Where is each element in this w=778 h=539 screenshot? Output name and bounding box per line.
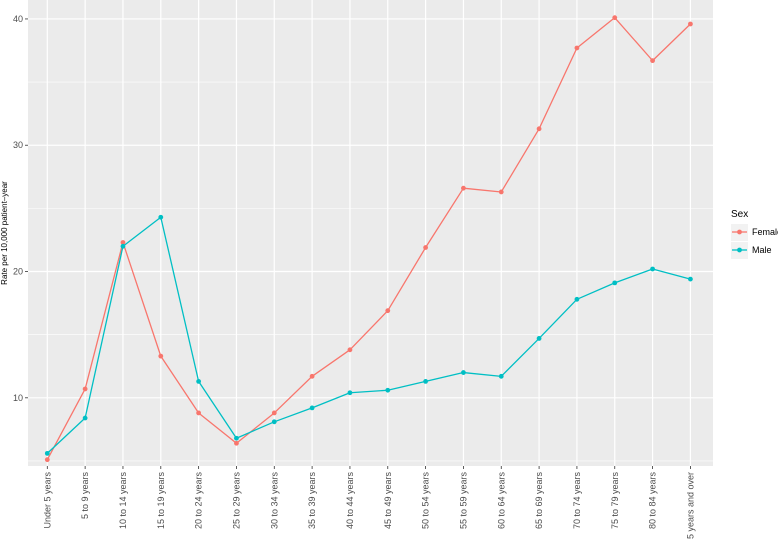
legend-key-point	[737, 247, 742, 253]
data-point-female	[423, 245, 428, 250]
y-axis-ticks: 10 20 30 40	[13, 14, 28, 403]
data-point-male	[385, 387, 391, 393]
legend-key-point	[737, 229, 742, 235]
data-point-female	[536, 126, 542, 132]
data-point-male	[44, 450, 50, 456]
legend: Sex Female Male	[731, 209, 778, 259]
data-point-male	[612, 280, 618, 286]
data-point-female	[234, 440, 239, 446]
data-point-male	[688, 276, 693, 282]
x-tick-label: 60 to 64 years	[496, 472, 506, 530]
y-tick-label: 30	[13, 140, 23, 150]
x-tick-label: 30 to 34 years	[269, 472, 279, 530]
y-tick-label: 20	[13, 267, 23, 277]
y-axis-title: Rate per 10,000 patient–year	[0, 181, 9, 285]
data-point-male	[498, 373, 504, 379]
x-tick-label: 65 to 69 years	[534, 472, 544, 530]
x-tick-label: 35 to 39 years	[307, 472, 317, 530]
data-point-female	[271, 410, 277, 416]
data-point-female	[461, 185, 466, 191]
data-point-male	[196, 378, 202, 384]
data-point-male	[158, 214, 164, 220]
data-point-female	[309, 373, 315, 379]
x-tick-label: 80 to 84 years	[648, 472, 658, 530]
y-tick-label: 10	[13, 393, 23, 403]
x-axis-ticks: Under 5 years 5 to 9 years 10 to 14 years 1…	[42, 466, 695, 539]
legend-title: Sex	[731, 209, 748, 220]
data-point-female	[574, 45, 580, 51]
data-point-male	[536, 336, 542, 341]
x-tick-label: Under 5 years	[42, 472, 52, 529]
data-point-female	[44, 457, 50, 463]
data-point-male	[347, 390, 353, 396]
data-point-female	[347, 347, 353, 353]
data-point-female	[612, 15, 618, 21]
data-point-female	[82, 386, 88, 392]
data-point-male	[234, 435, 239, 441]
x-tick-label: 5 to 9 years	[80, 472, 90, 520]
x-tick-label: 55 to 59 years	[458, 472, 468, 530]
x-tick-label: 50 to 54 years	[421, 472, 431, 530]
x-tick-label: 25 to 29 years	[231, 472, 241, 530]
x-tick-label: 70 to 74 years	[572, 472, 582, 530]
data-point-male	[574, 296, 580, 302]
data-point-female	[158, 353, 164, 359]
x-tick-label: 85 years and over	[685, 472, 695, 539]
data-point-male	[82, 415, 88, 421]
data-point-female	[650, 58, 655, 64]
x-tick-label: 45 to 49 years	[383, 472, 393, 530]
data-point-male	[309, 405, 315, 411]
x-tick-label: 10 to 14 years	[118, 472, 128, 530]
x-tick-label: 15 to 19 years	[156, 472, 166, 530]
minor-gridlines	[28, 81, 713, 462]
data-point-male	[461, 370, 466, 375]
series-line-female	[46, 17, 691, 460]
x-tick-label: 40 to 44 years	[345, 472, 355, 530]
x-tick-label: 20 to 24 years	[194, 472, 204, 530]
data-point-female	[385, 308, 391, 314]
data-point-female	[498, 189, 504, 195]
data-point-male	[423, 378, 428, 384]
major-gridlines	[28, 0, 713, 466]
data-point-female	[688, 21, 693, 27]
series-points	[44, 15, 693, 463]
data-point-male	[650, 266, 655, 272]
legend-label: Male	[752, 245, 772, 255]
data-point-female	[196, 410, 202, 416]
series-lines	[46, 17, 691, 460]
data-point-male	[120, 243, 126, 249]
panel-background	[28, 0, 713, 466]
series-line-male	[46, 216, 691, 454]
data-point-female	[120, 240, 126, 245]
x-tick-label: 75 to 79 years	[610, 472, 620, 530]
data-point-male	[271, 419, 277, 425]
y-tick-label: 40	[13, 14, 23, 24]
legend-items: Female Male	[731, 224, 778, 259]
legend-label: Female	[752, 227, 778, 237]
